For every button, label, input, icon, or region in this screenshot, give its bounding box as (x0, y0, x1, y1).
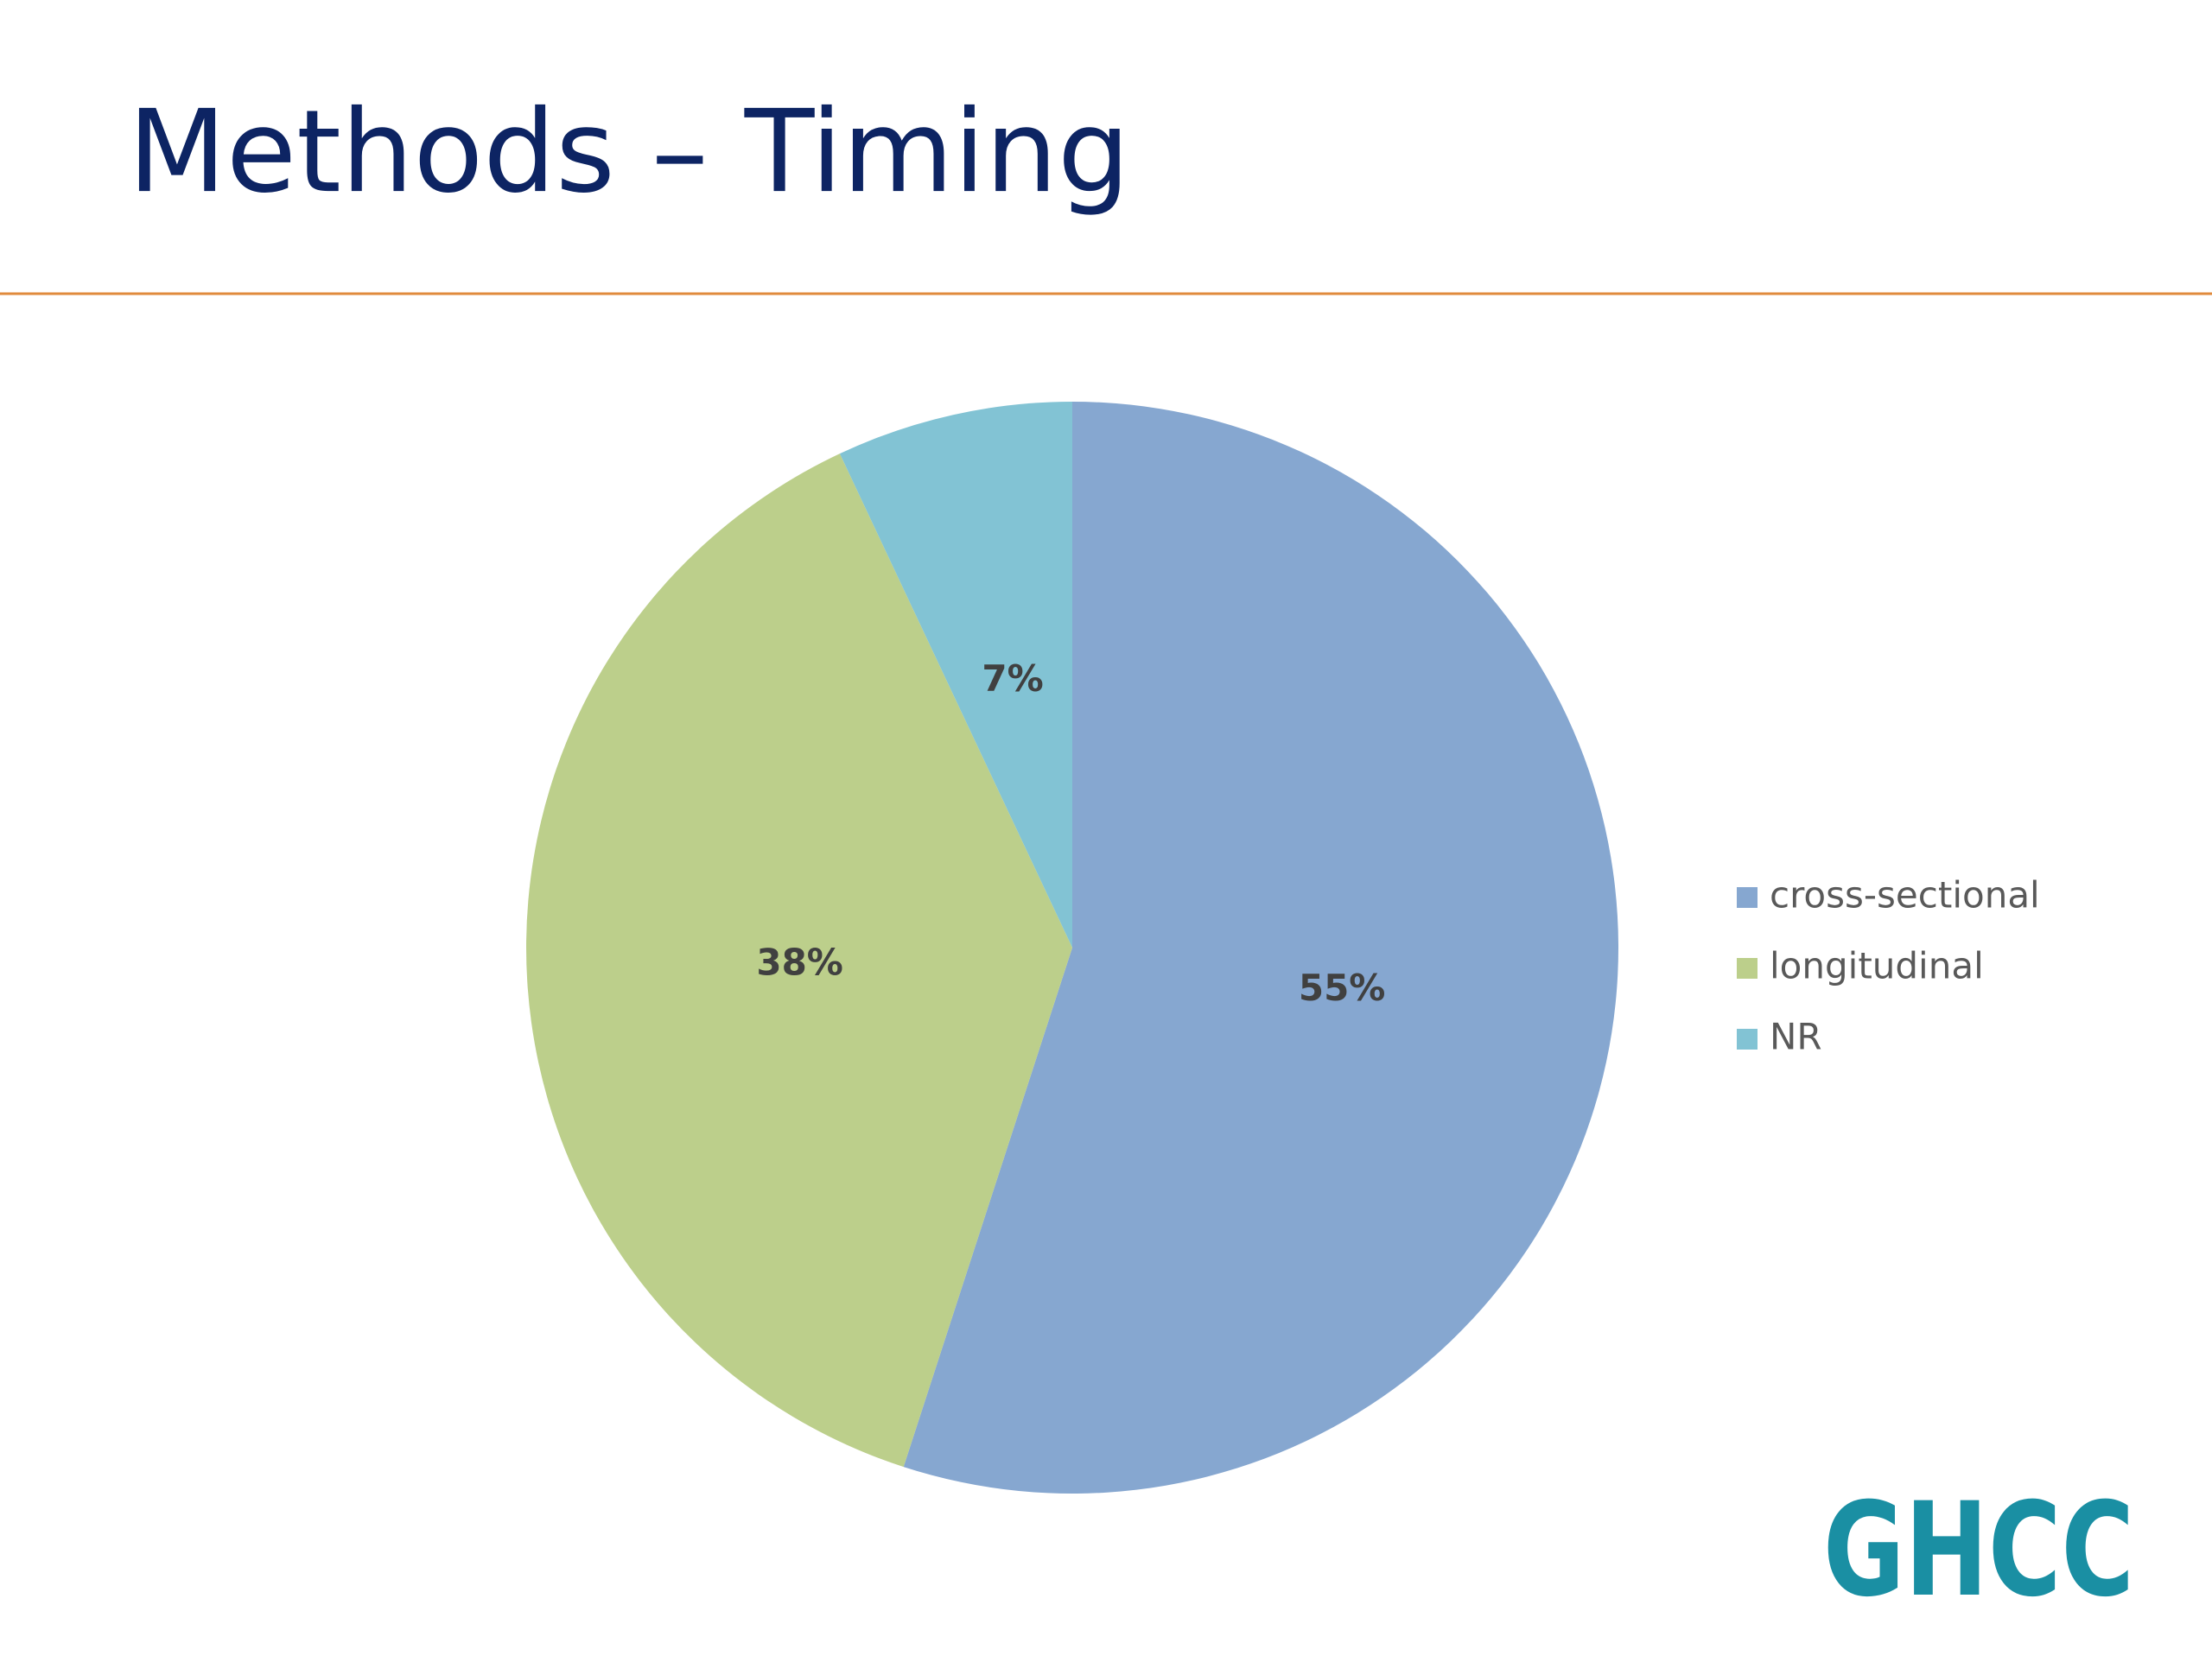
pie-slice (903, 402, 1618, 1494)
legend-swatch (1737, 1029, 1758, 1050)
slide-title: Methods – Timing (128, 86, 1130, 219)
legend-label: NR (1770, 1016, 1822, 1058)
logo: GHCC (1823, 1475, 2134, 1626)
data-label: 55% (1299, 967, 1386, 1009)
data-label: 7% (982, 657, 1043, 700)
legend-label: longitudinal (1770, 945, 1984, 987)
pie-slice (839, 402, 1072, 948)
data-label: 38% (756, 941, 843, 983)
legend-label: cross-sectional (1770, 874, 2040, 917)
legend-swatch (1737, 958, 1758, 979)
legend-swatch (1737, 887, 1758, 908)
pie-slice (525, 454, 1072, 1468)
